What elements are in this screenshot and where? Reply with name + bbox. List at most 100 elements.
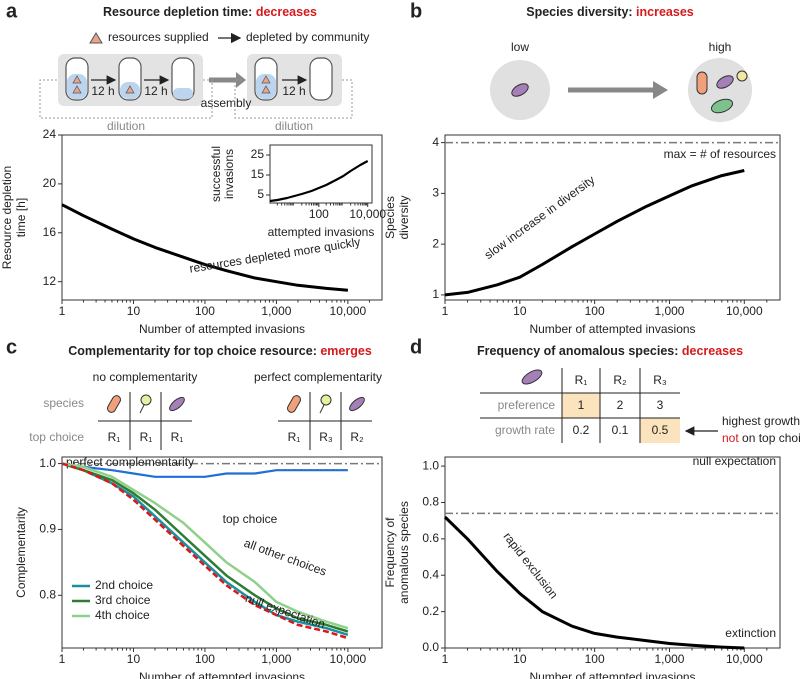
y-tick-label: 0.2 [422,604,439,618]
cell: R₁ [140,430,153,444]
data-line [61,462,349,633]
x-tick-label: 1,000 [261,652,291,666]
inset-background [222,141,380,237]
legend-label: 3rd choice [95,593,151,607]
cell: 0.5 [652,423,669,437]
series-label: top choice [223,512,278,526]
chart-title: Species diversity: increases [526,5,694,19]
reference-label: null expectation [693,454,776,468]
note: not on top choice [722,431,800,445]
x-tick-label: 100 [585,304,605,318]
x-tick-label: 1 [59,652,66,666]
y-tick-label: 5 [257,187,264,201]
preference-table: R₁ R₂ R₃ preference growth rate 1 2 3 0.… [480,368,800,445]
plot-frame [269,144,373,204]
y-tick-label: 1.0 [39,456,56,470]
x-tick-label: 1 [442,304,449,318]
y-tick-label: 1 [432,287,439,301]
y-tick-label: 0.9 [39,522,56,536]
assembly-diagram: resources supplied depleted by community… [39,30,369,133]
plot-frame [444,456,781,649]
x-tick-label: 10,000 [330,304,367,318]
plot-frame [61,134,383,301]
interval-label: 12 h [91,84,114,98]
cell: R₂ [350,430,364,444]
y-tick-label: 3 [432,186,439,200]
y-tick-label: 0.0 [422,640,439,654]
data-line [61,462,349,630]
chart-title: Resource depletion time: decreases [103,5,317,19]
x-tick-label: 10 [127,652,141,666]
x-tick-label: 10,000 [349,207,386,221]
data-line [61,462,348,478]
complementarity-diagram: no complementarity perfect complementari… [29,370,382,450]
y-axis-label: Frequency of [383,517,397,588]
cell: R₁ [288,430,301,444]
y-tick-label: 15 [251,167,265,181]
x-tick-label: 1,000 [654,652,684,666]
diagram-label: no complementarity [93,370,198,384]
data-line [443,515,745,650]
annotation: extinction [725,626,776,640]
reference-label: perfect complementarity [66,455,194,469]
legend-text: depleted by community [246,30,369,44]
panel-label: d [410,336,422,358]
title-text: Complementarity for top choice resource: [68,344,317,358]
note-emphasis: not [722,431,739,445]
data-line [269,160,369,203]
x-tick-label: 100 [195,304,215,318]
legend-label: 2nd choice [95,578,153,592]
annotation: all other choices [242,536,328,579]
annotation: resources depleted more quickly [188,235,361,276]
panel-label: b [410,0,422,22]
y-axis-label: anomalous species [397,501,411,604]
row-label: species [43,396,84,410]
annotation: rapid exclusion [500,530,560,602]
x-tick-label: 10,000 [726,304,763,318]
y-tick-label: 0.8 [422,495,439,509]
x-tick-label: 10,000 [726,652,763,666]
title-text: Frequency of anomalous species: [477,344,678,358]
cell: 0.1 [612,423,629,437]
cell: 0.2 [573,423,590,437]
x-tick-label: 100 [585,652,605,666]
dilution-label: dilution [275,119,313,133]
x-tick-label: 10 [513,652,527,666]
diagram-label: high [709,40,732,54]
legend-label: 4th choice [95,608,150,622]
title-emphasis: increases [636,5,694,19]
y-axis-label: Species [383,196,397,239]
x-tick-label: 100 [309,207,329,221]
x-tick-label: 1,000 [261,304,291,318]
reference-label: max = # of resources [664,147,776,161]
annotation: slow increase in diversity [482,173,598,262]
y-axis-label: diversity [397,195,411,239]
y-axis-label: time [h] [14,198,28,237]
title-text: Resource depletion time: [103,5,252,19]
y-tick-label: 25 [251,147,265,161]
x-axis-label: Number of attempted invasions [529,670,695,679]
x-tick-label: 10 [513,304,527,318]
y-tick-label: 0.4 [422,567,439,581]
y-axis-label: invasions [222,149,236,199]
y-tick-label: 4 [432,135,439,149]
step-label: assembly [201,96,252,110]
column-header: R₂ [613,373,627,387]
x-tick-label: 1,000 [654,304,684,318]
data-line [61,203,349,292]
cell: R₁ [108,430,121,444]
title-emphasis: decreases [256,5,317,19]
y-axis-label: Resource depletion [0,166,14,269]
data-line [61,462,349,636]
title-emphasis: decreases [682,344,743,358]
x-tick-label: 10 [127,304,141,318]
x-tick-label: 100 [195,652,215,666]
row-label: preference [498,398,556,412]
row-label: growth rate [495,423,555,437]
x-tick-label: 10,000 [330,652,367,666]
column-header: R₁ [575,373,588,387]
series-label: null expectation [244,591,327,631]
chart-title: Frequency of anomalous species: decrease… [477,344,743,358]
note-text: on top choice [742,431,800,445]
